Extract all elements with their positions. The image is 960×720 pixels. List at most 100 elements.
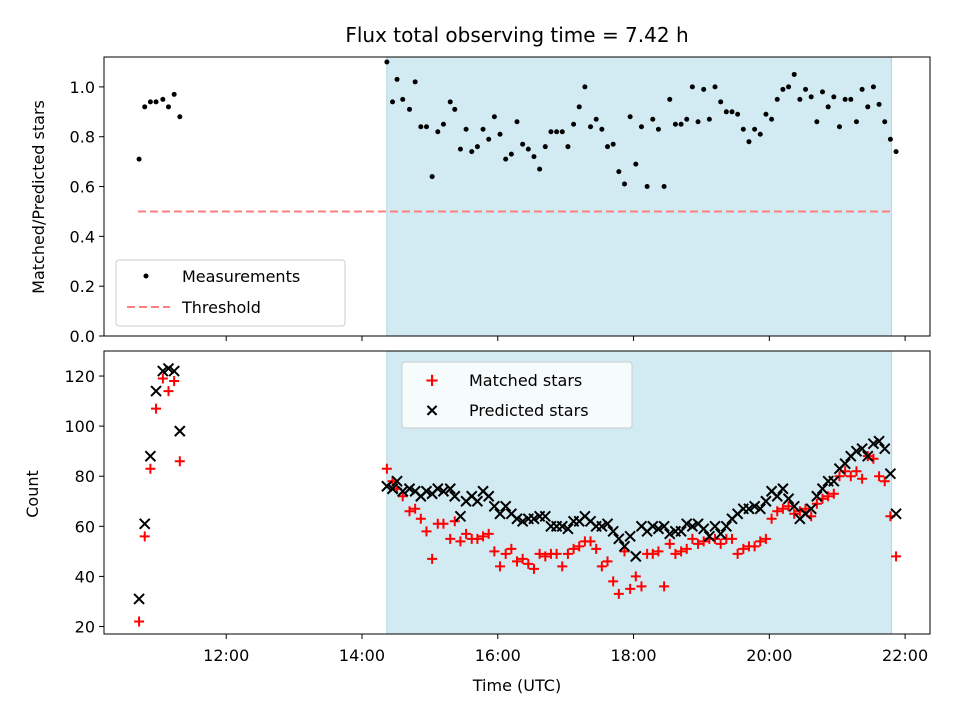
y-tick-label: 80	[75, 467, 95, 486]
predicted-star-point	[454, 510, 467, 522]
x-tick-label: 18:00	[610, 646, 656, 665]
matched-star-point	[495, 561, 506, 572]
y-tick-label: 0.2	[70, 277, 95, 296]
matched-star-point	[551, 548, 562, 559]
plot-frame	[103, 350, 931, 635]
matched-star-point	[169, 376, 180, 387]
measurement-point	[576, 104, 582, 110]
measurement-point	[763, 111, 769, 117]
matched-star-point	[845, 471, 856, 482]
predicted-star-point	[879, 442, 891, 455]
predicted-star-point	[782, 493, 795, 505]
measurement-point	[559, 129, 565, 135]
matched-star-point	[163, 386, 174, 397]
measurement-point	[627, 114, 633, 120]
measurement-point	[503, 156, 509, 162]
matched-star-point	[857, 473, 868, 484]
matched-star-point	[777, 503, 788, 514]
matched-star-point	[834, 471, 845, 482]
matched-star-point	[512, 556, 522, 567]
predicted-star-point	[516, 515, 529, 528]
measurement-point	[616, 169, 622, 175]
matched-star-point	[540, 551, 551, 562]
legend-marker-matched: +	[424, 370, 439, 391]
x-tick-label: 16:00	[475, 646, 521, 665]
measurement-point	[491, 114, 497, 120]
matched-star-point	[528, 563, 539, 574]
ratio-panel: 0.0 0.2 0.4 0.6 0.8 1.0 Matched/Predicted sta…	[29, 56, 931, 346]
measurement-point	[667, 96, 673, 102]
measurement-point	[457, 146, 463, 152]
measurement-point	[418, 124, 424, 130]
matched-star-point	[455, 536, 466, 547]
predicted-star-point	[777, 483, 789, 495]
predicted-star-point	[714, 528, 727, 540]
legend-marker-measurements	[143, 273, 149, 279]
measurement-point	[735, 111, 741, 117]
predicted-star-point	[499, 500, 512, 512]
observing-interval-shade	[386, 56, 893, 337]
predicted-star-point	[381, 480, 393, 492]
measurement-point	[610, 141, 616, 147]
measurement-point	[599, 126, 605, 132]
matched-star-point	[397, 491, 408, 502]
measurement-point	[678, 121, 684, 127]
predicted-star-point	[562, 523, 574, 535]
measurement-point	[803, 86, 809, 92]
measurement-point	[531, 154, 537, 160]
measurement-point	[729, 109, 735, 115]
matched-star-point	[145, 463, 156, 474]
measurement-point	[463, 126, 469, 132]
matched-star-point	[562, 548, 573, 559]
matched-star-point	[625, 583, 636, 594]
predicted-star-point	[432, 483, 444, 495]
matched-star-point	[772, 506, 783, 517]
measurement-point	[390, 99, 396, 105]
x-tick-label: 20:00	[746, 646, 792, 665]
matched-star-point	[557, 561, 568, 572]
measurement-point	[497, 131, 503, 137]
matched-star-point	[879, 476, 890, 487]
matched-star-point	[591, 543, 602, 554]
matched-star-point	[681, 543, 692, 554]
predicted-star-point	[867, 437, 880, 450]
predicted-star-point	[884, 468, 897, 480]
predicted-star-point	[444, 483, 456, 495]
measurement-point	[684, 116, 690, 122]
predicted-star-point	[601, 518, 614, 530]
measurement-point	[394, 76, 400, 82]
matched-star-point	[410, 503, 421, 514]
predicted-star-point	[386, 483, 399, 495]
measurement-point	[571, 121, 577, 127]
measurement-point	[525, 146, 531, 152]
matched-star-point	[157, 373, 168, 384]
predicted-star-point	[816, 483, 829, 495]
predicted-star-point	[850, 445, 863, 457]
predicted-star-point	[556, 520, 568, 533]
matched-star-point	[174, 456, 185, 467]
predicted-star-point	[168, 365, 180, 377]
predicted-star-point	[686, 520, 699, 533]
matched-star-point	[139, 531, 150, 542]
ratio-y-axis: 0.0 0.2 0.4 0.6 0.8 1.0	[70, 78, 906, 346]
predicted-star-point	[709, 520, 721, 533]
predicted-star-point	[449, 490, 461, 502]
measurement-point	[542, 144, 548, 150]
matched-star-point	[783, 501, 794, 512]
measurement-point	[876, 101, 882, 107]
measurement-point	[480, 126, 486, 132]
matched-star-point	[891, 551, 902, 562]
y-tick-label: 60	[75, 517, 95, 536]
measurement-point	[814, 119, 820, 125]
measurement-point	[718, 99, 724, 105]
measurement-point	[723, 109, 729, 115]
matched-star-point	[687, 533, 698, 544]
measurement-point	[859, 86, 865, 92]
measurement-point	[565, 144, 571, 150]
measurement-point	[171, 91, 177, 97]
measurement-point	[633, 161, 639, 167]
matched-star-point	[828, 488, 839, 499]
measurement-point	[384, 59, 390, 65]
predicted-star-point	[664, 528, 676, 540]
ratio-legend: Measurements Threshold	[115, 259, 346, 327]
